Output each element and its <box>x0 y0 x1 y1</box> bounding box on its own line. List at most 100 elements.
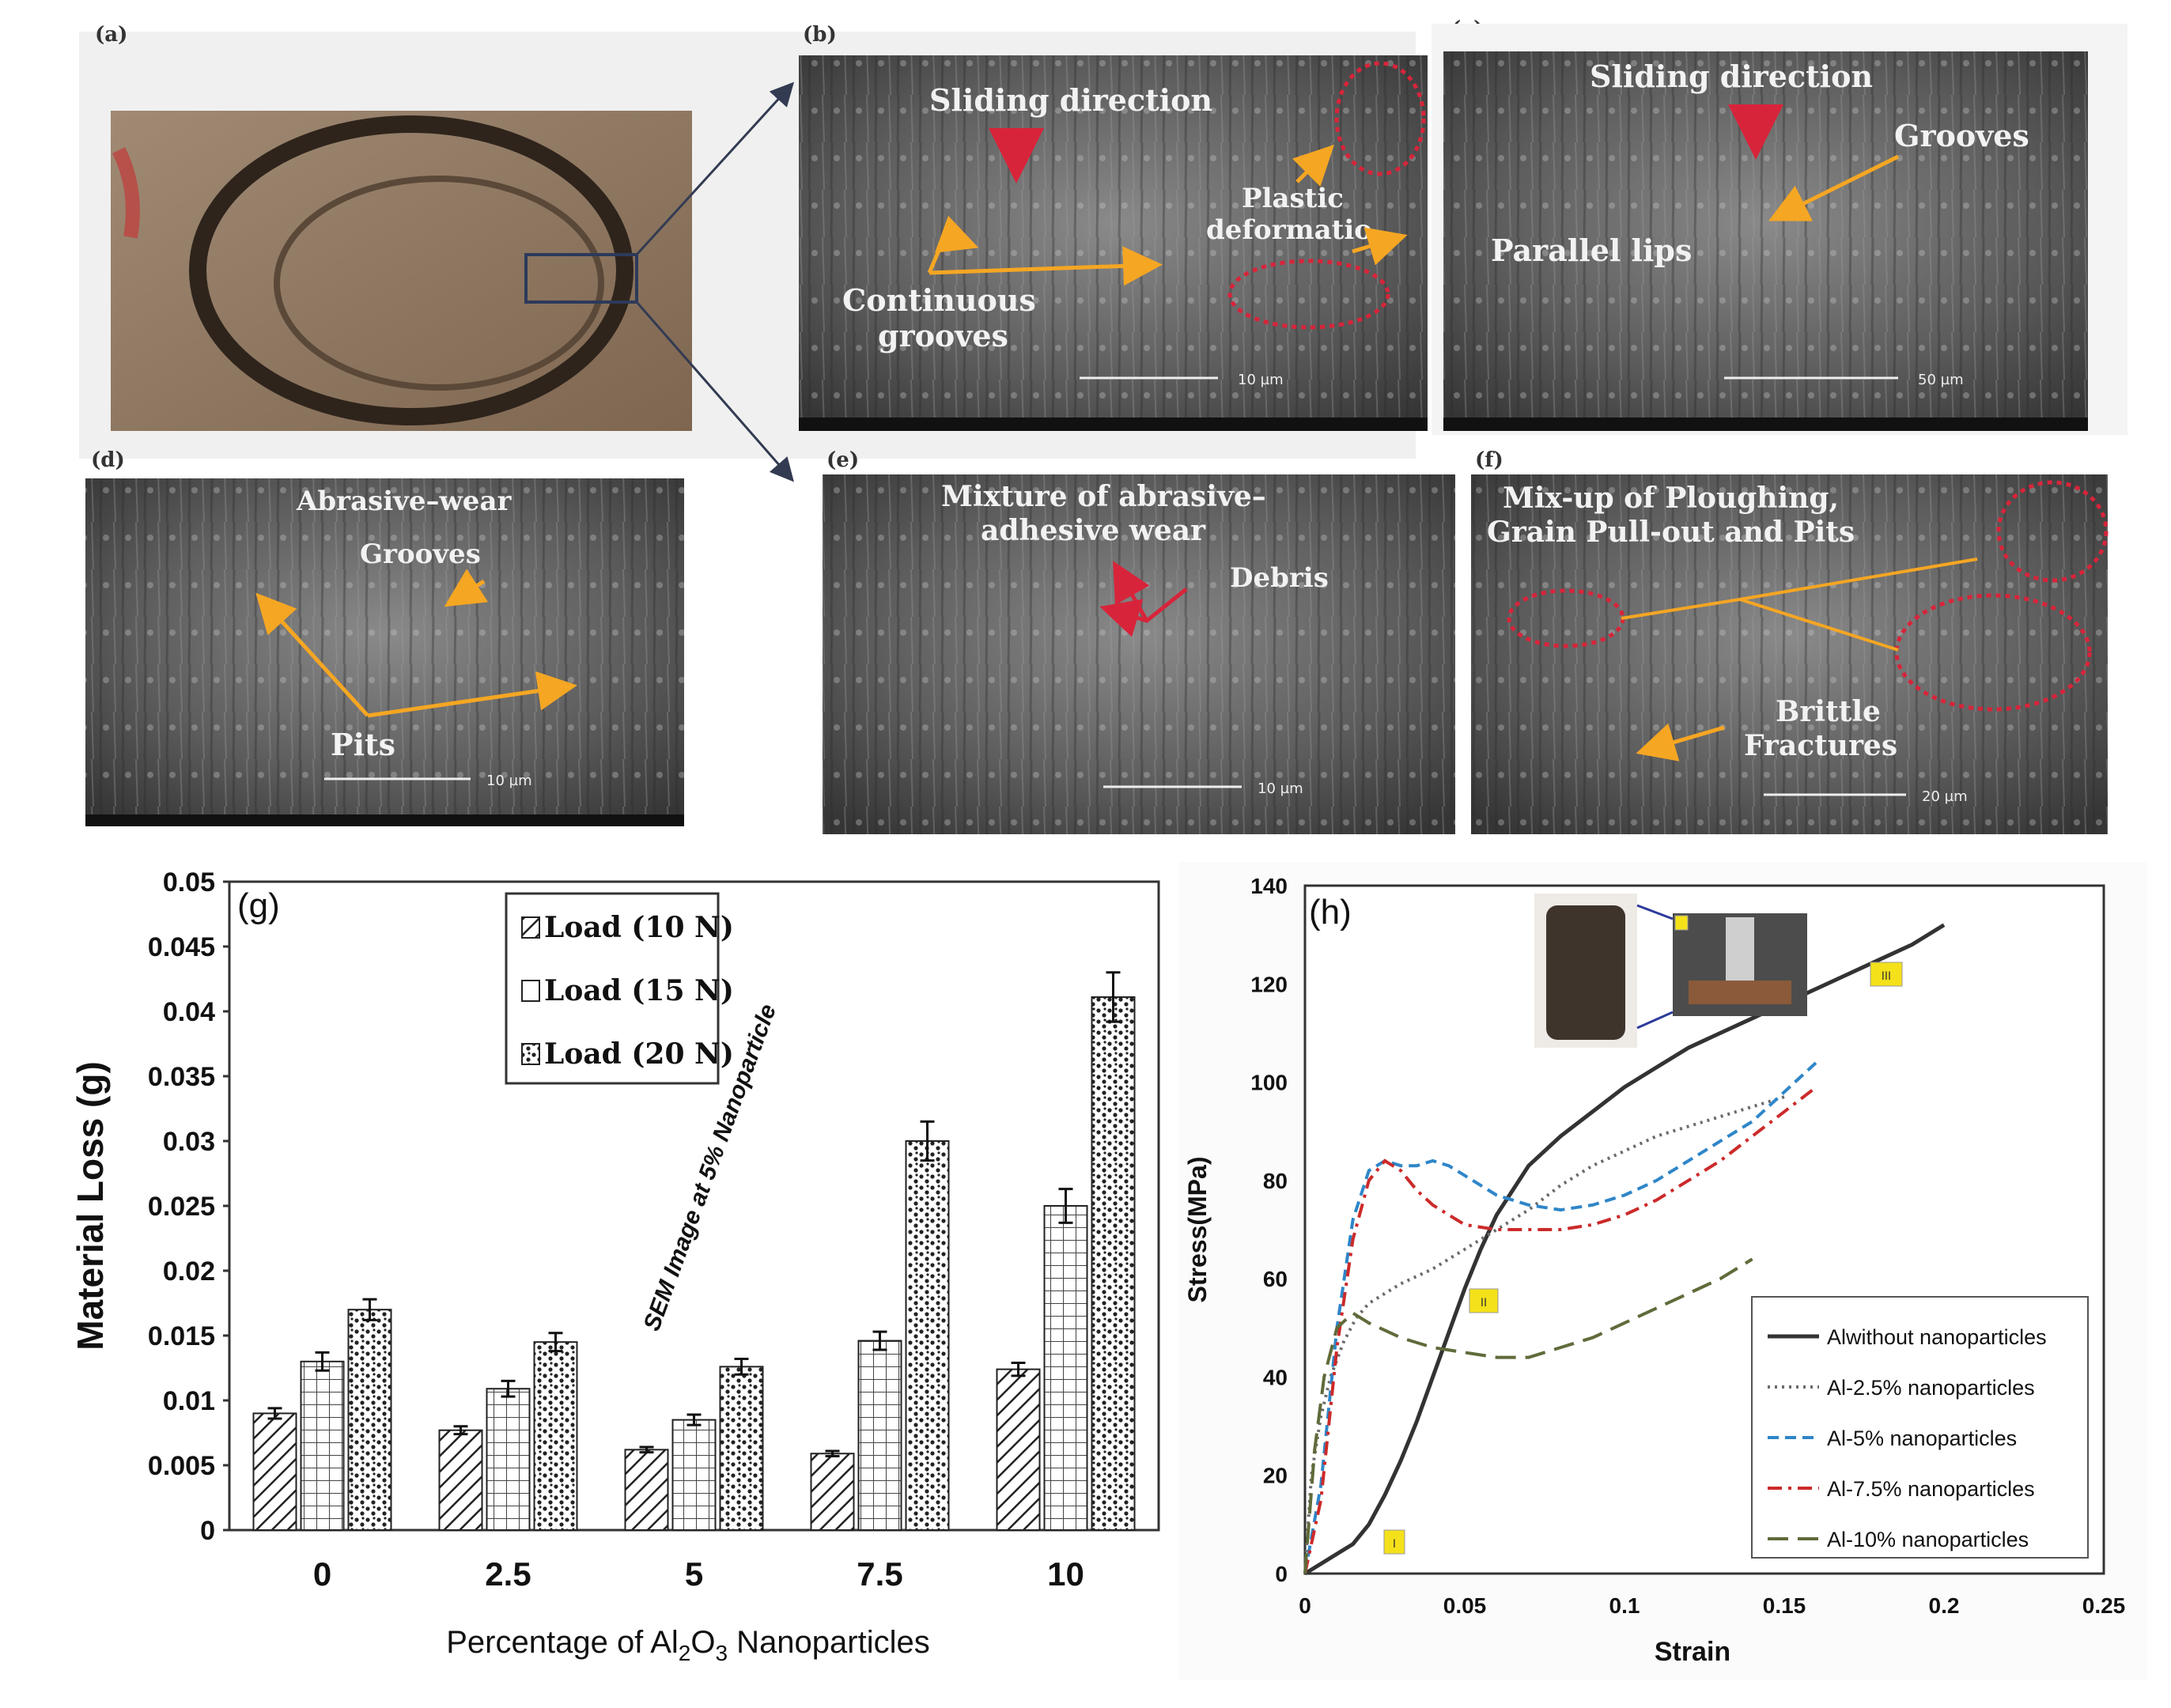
chart-h-ytick-label: 40 <box>1263 1365 1288 1389</box>
wear-track-outer <box>189 115 634 425</box>
marker-iii: III <box>1882 970 1891 983</box>
chart-g-bar <box>1043 1205 1088 1531</box>
chart-h-x-ticks: 0 0.05 0.1 0.15 0.2 0.25 <box>1299 1593 2125 1618</box>
panel-a-label: (a) <box>95 23 127 47</box>
chart-h-ytick-label: 80 <box>1263 1169 1288 1193</box>
chart-g-ytick-label: 0.035 <box>148 1062 215 1092</box>
chart-g-bar <box>905 1140 950 1531</box>
chart-g-ytick-label: 0.04 <box>163 997 215 1027</box>
chart-g-bar <box>624 1449 669 1531</box>
sample-photo <box>111 111 692 431</box>
legend-swatch-10n <box>521 916 540 939</box>
chart-g-bar <box>810 1453 855 1531</box>
marker-ii: II <box>1481 1297 1487 1309</box>
chart-g-xtick-label: 2.5 <box>485 1555 531 1593</box>
chart-g-bar <box>996 1368 1041 1532</box>
panel-d: (d) Abrasive–wear Grooves Pits 10 µm <box>85 448 684 826</box>
panel-b: (b) Sliding direction Plastic deformatio… <box>799 23 1428 431</box>
panel-d-label: (d) <box>91 448 125 472</box>
chart-g: (g) 0 0.005 0.01 0.015 0.02 0.025 0.03 0.035 0.0… <box>70 867 1160 1665</box>
chart-h-xtick-label: 0.05 <box>1443 1593 1487 1618</box>
chart-g-ytick-label: 0.015 <box>148 1321 215 1351</box>
panel-c: (c) Sliding direction Grooves Parallel l… <box>1432 17 2128 435</box>
scale-c: 50 µm <box>1918 372 1964 388</box>
chart-g-bar <box>486 1388 531 1531</box>
panel-b-label: (b) <box>803 23 837 47</box>
circle-plastic-top <box>1334 61 1426 176</box>
label-grooves-d: Grooves <box>360 538 481 570</box>
label-plastic-2: deformatio <box>1206 214 1372 246</box>
chart-h-ytick-label: 120 <box>1250 972 1288 996</box>
chart-h-xtick-label: 0.15 <box>1763 1593 1806 1618</box>
chart-h-legend-label: Al-2.5% nanoparticles <box>1827 1376 2035 1400</box>
chart-g-panel-label: (g) <box>237 886 280 925</box>
label-mixture-1: Mixture of abrasive– <box>941 480 1266 513</box>
legend-swatch-20n <box>521 1043 540 1065</box>
chart-g-ylabel: Material Loss (g) <box>70 1061 111 1351</box>
chart-g-bars <box>252 971 1136 1532</box>
chart-h-legend-label: Al-5% nanoparticles <box>1827 1426 2017 1450</box>
chart-g-bar <box>671 1419 717 1531</box>
chart-g-xtick-label: 5 <box>685 1555 703 1593</box>
legend-label-20n: Load (20 N) <box>544 1037 734 1071</box>
legend-swatch-15n <box>521 980 540 1002</box>
label-brittle-2: Fractures <box>1744 729 1897 762</box>
chart-g-ytick-label: 0.045 <box>148 932 215 962</box>
chart-g-ytick-label: 0.02 <box>163 1256 215 1287</box>
label-debris: Debris <box>1230 562 1329 594</box>
chart-g-xtick-label: 0 <box>313 1555 331 1593</box>
chart-h-ytick-label: 0 <box>1275 1562 1288 1586</box>
chart-g-x-ticks: 0 2.5 5 7.5 10 <box>313 1555 1084 1593</box>
chart-h-stage-markers: I II III <box>1383 915 1903 1555</box>
chart-h-series-line <box>1303 1086 1817 1574</box>
chart-g-xlabel: Percentage of Al2O3 Nanoparticles <box>446 1625 930 1665</box>
zoom-box <box>524 253 638 304</box>
label-mixup-1: Mix-up of Ploughing, <box>1503 482 1839 515</box>
chart-h-panel-label: (h) <box>1309 893 1352 931</box>
chart-h-xtick-label: 0.1 <box>1609 1593 1640 1618</box>
chart-g-ytick-label: 0.01 <box>163 1386 215 1416</box>
chart-g-bar <box>438 1429 483 1531</box>
chart-h-xtick-label: 0.25 <box>2082 1593 2126 1618</box>
chart-g-ytick-label: 0.005 <box>148 1451 215 1481</box>
label-sliding-c: Sliding direction <box>1590 59 1873 94</box>
circle-plastic-bottom <box>1227 259 1390 330</box>
panel-f-label: (f) <box>1475 448 1503 472</box>
circle-f-top-right <box>1996 480 2109 583</box>
chart-h-legend: Alwithout nanoparticles Al-2.5% nanoparti… <box>1751 1296 2089 1559</box>
label-mixture-2: adhesive wear <box>981 514 1206 547</box>
chart-h-legend-label: Al-7.5% nanoparticles <box>1827 1477 2035 1501</box>
chart-g-y-ticks: 0 0.005 0.01 0.015 0.02 0.025 0.03 0.035 0.04 0.0… <box>148 867 229 1546</box>
label-continuous-1: Continuous <box>842 282 1036 318</box>
chart-h-ytick-label: 20 <box>1263 1464 1288 1488</box>
chart-h-legend-label: Alwithout nanoparticles <box>1827 1325 2047 1349</box>
chart-h-legend-label: Al-10% nanoparticles <box>1827 1528 2029 1551</box>
chart-h-xtick-label: 0 <box>1299 1593 1311 1618</box>
legend-label-10n: Load (10 N) <box>544 911 734 944</box>
label-brittle-1: Brittle <box>1776 695 1881 728</box>
chart-h-series-line <box>1303 1257 1753 1574</box>
label-sliding-b: Sliding direction <box>929 82 1212 118</box>
panel-e: (e) Mixture of abrasive– adhesive wear D… <box>823 448 1455 834</box>
chart-h-xtick-label: 0.2 <box>1929 1593 1960 1618</box>
marker-i: I <box>1393 1538 1396 1551</box>
chart-h-inset-photos <box>1534 894 1807 1048</box>
label-grooves-c: Grooves <box>1894 118 2029 153</box>
panel-e-label: (e) <box>826 448 859 472</box>
chart-g-bar <box>533 1341 578 1531</box>
chart-g-xtick-label: 10 <box>1047 1555 1084 1593</box>
wear-track-inner <box>274 176 604 391</box>
chart-g-ytick-label: 0.05 <box>163 867 215 897</box>
chart-h-series-line <box>1303 1061 1817 1574</box>
chart-g-bar <box>857 1340 902 1532</box>
chart-g-bar <box>347 1309 392 1531</box>
chart-g-bar <box>300 1360 345 1532</box>
panel-f: (f) Mix-up of Ploughing, Grain Pull-out … <box>1471 448 2109 834</box>
chart-g-bar <box>719 1366 764 1531</box>
chart-h-ylabel: Stress(MPa) <box>1183 1157 1212 1303</box>
chart-g-ytick-label: 0 <box>200 1516 215 1546</box>
chart-g-xtick-label: 7.5 <box>857 1555 902 1593</box>
chart-h-ytick-label: 140 <box>1250 874 1288 898</box>
scale-f: 20 µm <box>1922 788 1968 805</box>
